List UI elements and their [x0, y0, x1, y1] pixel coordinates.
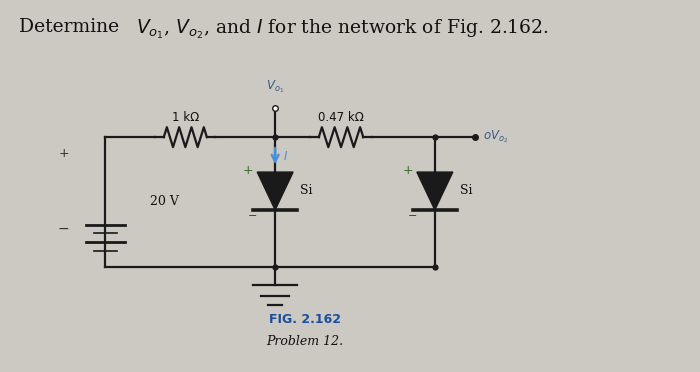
Text: Si: Si	[300, 185, 313, 198]
Text: −: −	[407, 211, 417, 221]
Text: −: −	[248, 211, 257, 221]
Polygon shape	[257, 172, 293, 210]
Text: −: −	[58, 222, 69, 236]
Text: 20 V: 20 V	[150, 195, 179, 208]
Text: $oV_{o_2}$: $oV_{o_2}$	[483, 129, 508, 145]
Text: Problem 12.: Problem 12.	[267, 335, 344, 348]
Text: FIG. 2.162: FIG. 2.162	[269, 313, 341, 326]
Text: Si: Si	[460, 185, 473, 198]
Text: 0.47 kΩ: 0.47 kΩ	[318, 111, 364, 124]
Text: Determine: Determine	[19, 17, 125, 36]
Text: I: I	[284, 150, 288, 163]
Text: $V_{o_1}$, $V_{o_2}$, and $I$ for the network of Fig. 2.162.: $V_{o_1}$, $V_{o_2}$, and $I$ for the ne…	[136, 17, 550, 41]
Text: 1 kΩ: 1 kΩ	[172, 111, 199, 124]
Text: +: +	[402, 164, 413, 177]
Text: $V_{o_1}$: $V_{o_1}$	[266, 79, 284, 95]
Polygon shape	[417, 172, 453, 210]
Text: +: +	[243, 164, 253, 177]
Text: +: +	[58, 147, 69, 160]
